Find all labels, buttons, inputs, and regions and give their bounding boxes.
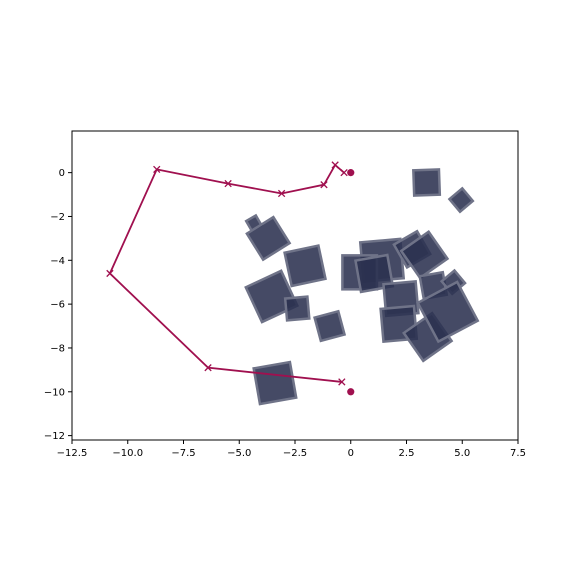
obstacle-square	[447, 186, 475, 214]
x-tick-label: −5.0	[227, 448, 251, 459]
obstacle-square	[245, 215, 292, 262]
x-tick-label: −10.0	[112, 448, 143, 459]
endpoint-marker	[347, 388, 355, 396]
obstacle-square	[283, 295, 311, 322]
obstacle-square	[416, 280, 480, 344]
path-vertex-marker	[338, 378, 346, 386]
x-tick-label: 5.0	[454, 448, 470, 459]
y-tick-label: −8	[50, 343, 65, 354]
path-vertex-marker	[320, 181, 328, 189]
y-tick-label: −10	[44, 387, 65, 398]
x-tick-label: −2.5	[283, 448, 307, 459]
x-tick-label: 2.5	[399, 448, 415, 459]
path-vertex-marker	[106, 269, 114, 278]
tick-layer: −12.5 −10.0 −7.5 −5.0 −2.5 0 2.5 5.0 7.5 0 −2 −4 −6 −…	[44, 168, 526, 459]
x-tick-label: 7.5	[510, 448, 526, 459]
path-vertex-marker	[340, 168, 348, 177]
y-tick-label: −6	[50, 300, 65, 311]
obstacle-square	[244, 269, 300, 324]
endpoint-marker	[347, 169, 355, 177]
x-tick-label: −7.5	[171, 448, 195, 459]
path-vertex-marker	[277, 189, 286, 198]
path-layer	[106, 161, 355, 396]
y-tick-label: 0	[59, 168, 65, 179]
path-vertex-marker	[153, 165, 161, 174]
x-tick-label: 0	[348, 448, 354, 459]
obstacle-square	[399, 230, 450, 280]
obstacle-square	[313, 309, 347, 343]
path-vertex-marker	[204, 364, 212, 372]
y-tick-label: −12	[44, 431, 65, 442]
obstacle-square	[354, 253, 395, 294]
y-tick-label: −2	[50, 212, 65, 223]
y-tick-label: −4	[50, 256, 65, 267]
obstacle-square	[412, 168, 442, 197]
path-vertex-marker	[331, 161, 339, 169]
obstacle-layer	[244, 168, 480, 406]
path-vertex-marker	[224, 179, 232, 188]
obstacle-square	[283, 244, 327, 288]
x-tick-label: −12.5	[57, 448, 88, 459]
obstacle-square	[252, 360, 298, 406]
